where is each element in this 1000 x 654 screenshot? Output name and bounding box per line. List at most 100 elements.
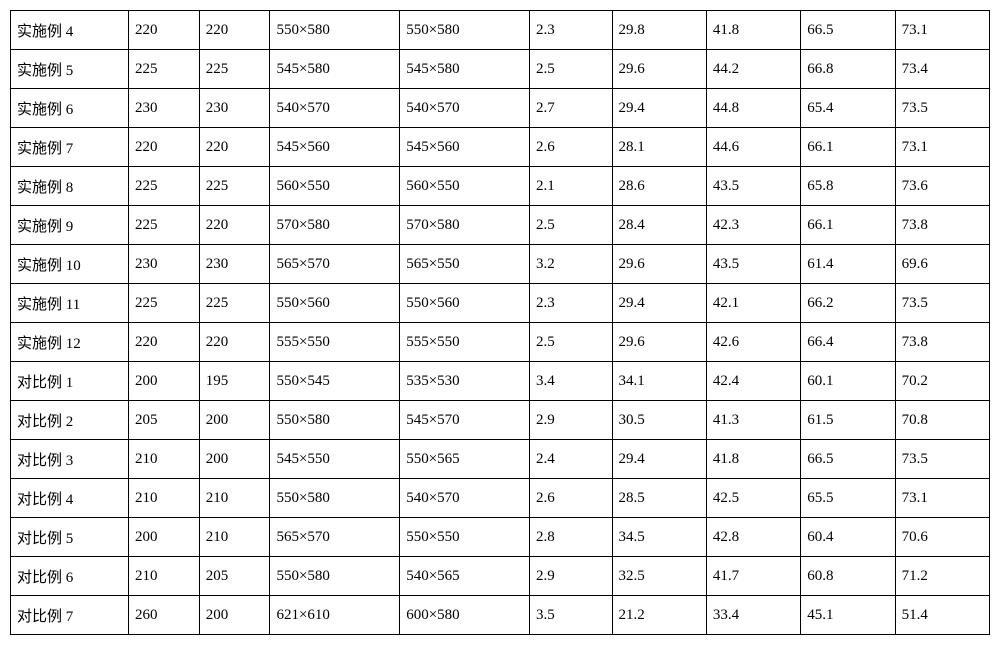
data-cell: 540×565 <box>400 557 530 596</box>
data-cell: 225 <box>128 206 199 245</box>
data-cell: 29.6 <box>612 50 706 89</box>
data-cell: 70.8 <box>895 401 989 440</box>
data-cell: 230 <box>199 245 270 284</box>
table-row: 实施例 9225220570×580570×5802.528.442.366.1… <box>11 206 990 245</box>
data-cell: 60.1 <box>801 362 895 401</box>
table-row: 对比例 4210210550×580540×5702.628.542.565.5… <box>11 479 990 518</box>
data-cell: 29.6 <box>612 323 706 362</box>
data-cell: 44.2 <box>706 50 800 89</box>
data-cell: 210 <box>199 518 270 557</box>
data-cell: 42.6 <box>706 323 800 362</box>
data-cell: 550×545 <box>270 362 400 401</box>
data-cell: 73.4 <box>895 50 989 89</box>
row-label-cell: 对比例 5 <box>11 518 129 557</box>
data-cell: 73.1 <box>895 479 989 518</box>
data-cell: 220 <box>199 323 270 362</box>
data-cell: 550×565 <box>400 440 530 479</box>
data-cell: 41.8 <box>706 440 800 479</box>
table-row: 实施例 7220220545×560545×5602.628.144.666.1… <box>11 128 990 167</box>
data-cell: 540×570 <box>400 479 530 518</box>
data-cell: 41.7 <box>706 557 800 596</box>
data-cell: 565×570 <box>270 245 400 284</box>
data-cell: 41.3 <box>706 401 800 440</box>
data-cell: 73.5 <box>895 89 989 128</box>
data-cell: 71.2 <box>895 557 989 596</box>
data-cell: 230 <box>199 89 270 128</box>
data-cell: 2.3 <box>529 11 612 50</box>
data-cell: 73.1 <box>895 11 989 50</box>
data-table: 实施例 4220220550×580550×5802.329.841.866.5… <box>10 10 990 635</box>
data-cell: 73.6 <box>895 167 989 206</box>
data-cell: 560×550 <box>270 167 400 206</box>
data-cell: 28.4 <box>612 206 706 245</box>
data-cell: 210 <box>128 479 199 518</box>
data-cell: 545×580 <box>400 50 530 89</box>
data-cell: 210 <box>128 440 199 479</box>
table-row: 对比例 2205200550×580545×5702.930.541.361.5… <box>11 401 990 440</box>
data-cell: 565×550 <box>400 245 530 284</box>
data-cell: 550×560 <box>270 284 400 323</box>
data-cell: 65.8 <box>801 167 895 206</box>
data-cell: 555×550 <box>400 323 530 362</box>
data-cell: 42.5 <box>706 479 800 518</box>
data-cell: 60.8 <box>801 557 895 596</box>
data-cell: 2.5 <box>529 50 612 89</box>
row-label-cell: 实施例 6 <box>11 89 129 128</box>
data-cell: 621×610 <box>270 596 400 635</box>
data-cell: 570×580 <box>400 206 530 245</box>
data-cell: 66.5 <box>801 440 895 479</box>
row-label-cell: 对比例 4 <box>11 479 129 518</box>
data-cell: 565×570 <box>270 518 400 557</box>
row-label-cell: 实施例 4 <box>11 11 129 50</box>
data-cell: 42.1 <box>706 284 800 323</box>
data-cell: 220 <box>199 128 270 167</box>
data-cell: 200 <box>199 401 270 440</box>
row-label-cell: 实施例 5 <box>11 50 129 89</box>
data-cell: 73.8 <box>895 323 989 362</box>
data-cell: 29.4 <box>612 284 706 323</box>
data-cell: 2.6 <box>529 479 612 518</box>
data-cell: 200 <box>199 440 270 479</box>
data-cell: 42.3 <box>706 206 800 245</box>
table-row: 对比例 3210200545×550550×5652.429.441.866.5… <box>11 440 990 479</box>
data-cell: 28.1 <box>612 128 706 167</box>
data-cell: 29.8 <box>612 11 706 50</box>
data-cell: 260 <box>128 596 199 635</box>
data-cell: 61.4 <box>801 245 895 284</box>
data-cell: 220 <box>128 11 199 50</box>
data-cell: 3.2 <box>529 245 612 284</box>
data-cell: 200 <box>199 596 270 635</box>
data-cell: 550×580 <box>400 11 530 50</box>
data-cell: 29.4 <box>612 440 706 479</box>
row-label-cell: 实施例 8 <box>11 167 129 206</box>
table-row: 实施例 10230230565×570565×5503.229.643.561.… <box>11 245 990 284</box>
data-cell: 34.1 <box>612 362 706 401</box>
data-cell: 43.5 <box>706 245 800 284</box>
data-cell: 220 <box>128 323 199 362</box>
table-row: 对比例 5200210565×570550×5502.834.542.860.4… <box>11 518 990 557</box>
data-cell: 225 <box>199 284 270 323</box>
data-cell: 2.5 <box>529 323 612 362</box>
data-cell: 73.8 <box>895 206 989 245</box>
data-cell: 66.4 <box>801 323 895 362</box>
data-cell: 3.4 <box>529 362 612 401</box>
data-cell: 44.6 <box>706 128 800 167</box>
data-cell: 44.8 <box>706 89 800 128</box>
data-cell: 210 <box>128 557 199 596</box>
data-cell: 570×580 <box>270 206 400 245</box>
data-cell: 200 <box>128 362 199 401</box>
data-cell: 60.4 <box>801 518 895 557</box>
data-cell: 550×580 <box>270 479 400 518</box>
data-cell: 30.5 <box>612 401 706 440</box>
data-cell: 545×570 <box>400 401 530 440</box>
table-row: 对比例 7260200621×610600×5803.521.233.445.1… <box>11 596 990 635</box>
data-cell: 42.8 <box>706 518 800 557</box>
data-cell: 70.6 <box>895 518 989 557</box>
data-cell: 545×560 <box>400 128 530 167</box>
table-body: 实施例 4220220550×580550×5802.329.841.866.5… <box>11 11 990 635</box>
table-row: 实施例 5225225545×580545×5802.529.644.266.8… <box>11 50 990 89</box>
row-label-cell: 实施例 11 <box>11 284 129 323</box>
data-cell: 205 <box>199 557 270 596</box>
data-cell: 225 <box>128 284 199 323</box>
data-cell: 195 <box>199 362 270 401</box>
